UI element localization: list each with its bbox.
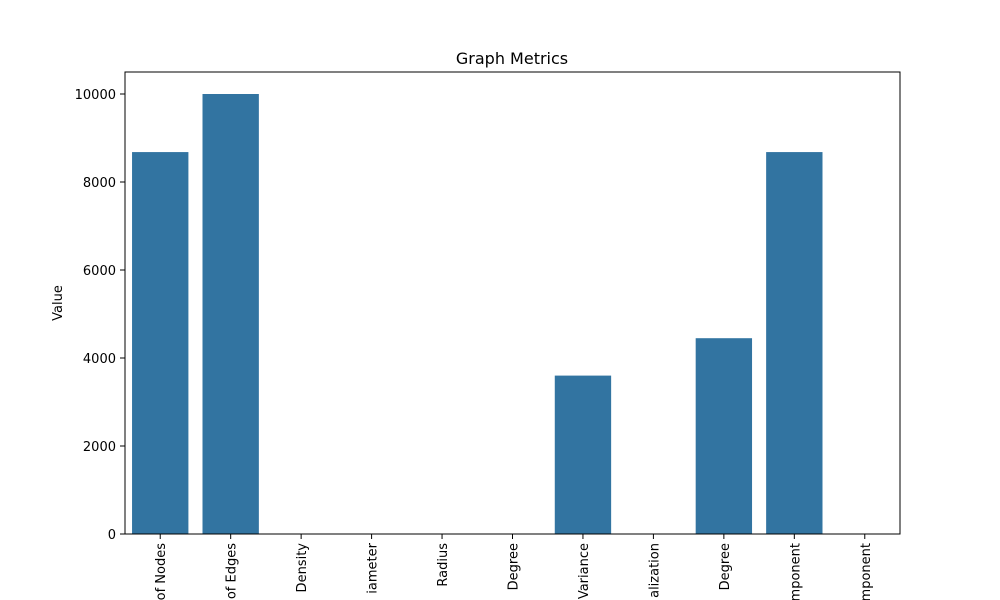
y-axis-label: Value bbox=[51, 285, 66, 321]
bars-group bbox=[132, 94, 823, 534]
bar-6 bbox=[554, 375, 612, 534]
y-tick-label-0: 0 bbox=[108, 528, 116, 543]
x-axis: of Nodes of Edges Density iameter Radius Degr… bbox=[154, 534, 874, 600]
x-tick-label-0: of Nodes bbox=[154, 543, 169, 600]
y-tick-label-2: 4000 bbox=[83, 352, 116, 367]
y-tick-label-5: 10000 bbox=[75, 88, 116, 103]
y-axis: 0 2000 4000 6000 8000 10000 bbox=[75, 88, 125, 543]
bar-1 bbox=[202, 94, 259, 534]
x-tick-label-1: of Edges bbox=[225, 543, 240, 599]
x-tick-label-10: mponent bbox=[859, 543, 874, 600]
y-tick-label-3: 6000 bbox=[83, 264, 116, 279]
y-tick-label-1: 2000 bbox=[83, 440, 116, 455]
x-tick-label-8: Degree bbox=[718, 543, 733, 590]
x-tick-label-9: mponent bbox=[788, 543, 803, 600]
bar-0 bbox=[132, 152, 189, 534]
y-tick-label-4: 8000 bbox=[83, 176, 116, 191]
x-tick-label-7: alization bbox=[647, 543, 662, 598]
x-tick-label-2: Density bbox=[295, 543, 310, 593]
x-tick-label-3: iameter bbox=[366, 542, 381, 593]
bar-8 bbox=[695, 338, 753, 534]
x-tick-label-5: Degree bbox=[507, 543, 522, 590]
bar-9 bbox=[766, 152, 823, 534]
x-tick-label-4: Radius bbox=[436, 543, 451, 587]
x-tick-label-6: Variance bbox=[577, 543, 592, 599]
plot-frame bbox=[124, 71, 901, 535]
chart-title: Graph Metrics bbox=[456, 49, 568, 68]
